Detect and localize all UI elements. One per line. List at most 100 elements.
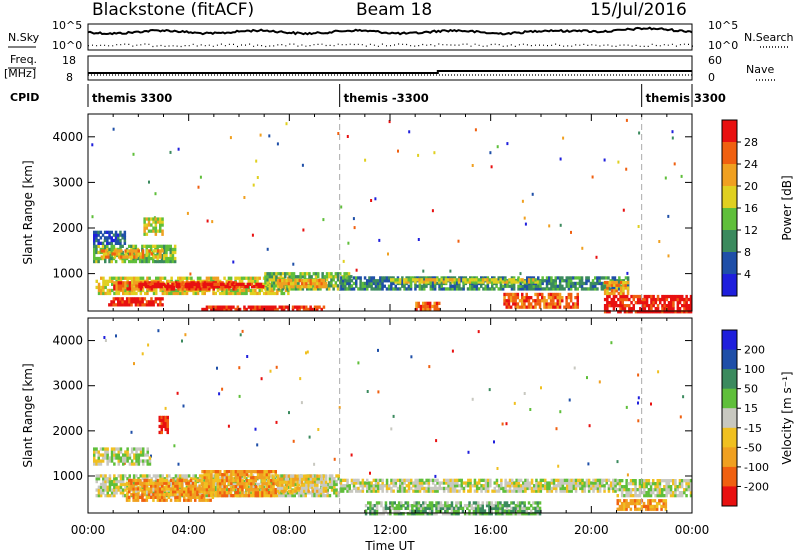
range-cell <box>514 506 518 510</box>
range-cell <box>141 474 145 478</box>
range-cell <box>119 477 123 481</box>
range-cell <box>326 485 329 489</box>
range-cell <box>297 477 301 481</box>
range-cell <box>503 512 507 516</box>
range-cell <box>185 490 188 494</box>
range-cell <box>307 278 310 283</box>
range-cell <box>234 470 238 474</box>
range-cell <box>606 307 609 311</box>
range-cell <box>158 415 161 420</box>
range-cell <box>255 285 258 289</box>
range-cell <box>146 462 149 466</box>
range-cell <box>178 481 182 485</box>
range-cell <box>185 477 189 481</box>
range-cell <box>581 478 584 482</box>
range-cell <box>643 307 647 311</box>
range-cell <box>378 501 381 505</box>
range-cell <box>387 276 391 280</box>
range-cell <box>449 278 452 282</box>
range-cell <box>229 485 233 489</box>
range-cell <box>681 304 684 308</box>
range-cell <box>130 288 134 293</box>
range-cell <box>508 280 511 284</box>
range-cell <box>346 484 349 488</box>
range-cell <box>618 287 621 291</box>
range-cell <box>448 506 451 510</box>
range-cell <box>385 489 389 493</box>
range-cell <box>636 301 640 305</box>
range-cell <box>199 287 202 291</box>
range-cell <box>428 301 432 305</box>
range-cell <box>196 478 199 483</box>
range-cell <box>447 276 450 280</box>
range-cell <box>275 272 278 276</box>
range-cell <box>385 486 389 491</box>
range-cell <box>130 481 133 485</box>
range-cell <box>251 276 255 280</box>
range-cell <box>122 291 125 296</box>
range-cell <box>183 276 187 280</box>
range-cell <box>241 488 244 492</box>
range-cell <box>641 297 644 302</box>
range-cell <box>199 279 202 283</box>
range-cell <box>656 491 659 495</box>
range-cell <box>503 296 506 300</box>
range-cell <box>236 485 239 489</box>
range-cell <box>426 307 430 312</box>
range-cell <box>174 498 177 502</box>
range-cell <box>350 275 353 279</box>
range-cell <box>132 259 135 264</box>
range-cell <box>318 285 321 289</box>
range-cell <box>524 489 527 493</box>
range-cell <box>124 453 127 457</box>
range-cell <box>182 285 185 289</box>
range-cell <box>286 491 290 495</box>
range-cell <box>126 287 129 291</box>
range-cell <box>115 284 118 288</box>
range-cell <box>612 294 616 299</box>
range-cell <box>585 478 589 482</box>
range-cell <box>225 305 228 309</box>
range-cell <box>649 491 653 495</box>
range-cell <box>369 504 372 508</box>
range-cell <box>141 259 144 264</box>
range-cell <box>659 297 662 302</box>
range-cell <box>585 484 589 488</box>
range-cell <box>119 485 123 489</box>
range-cell <box>563 478 567 482</box>
range-cell <box>430 509 434 513</box>
range-cell <box>273 275 276 279</box>
range-cell <box>139 276 143 280</box>
range-cell <box>218 307 222 312</box>
range-cell <box>567 281 571 286</box>
range-cell <box>451 280 454 284</box>
range-cell <box>512 284 516 288</box>
range-cell <box>252 479 255 483</box>
range-cell <box>431 489 435 493</box>
range-cell <box>317 287 320 291</box>
range-cell <box>108 291 112 296</box>
range-cell <box>150 287 154 291</box>
range-cell <box>166 287 169 291</box>
range-cell <box>489 478 492 482</box>
range-cell <box>104 259 107 264</box>
range-cell <box>152 303 155 307</box>
range-cell <box>626 284 630 288</box>
scatter-point <box>338 406 341 410</box>
range-cell <box>614 294 618 299</box>
range-cell <box>667 304 671 308</box>
range-cell <box>469 486 472 491</box>
range-cell <box>163 485 167 489</box>
range-cell <box>122 287 125 291</box>
range-cell <box>191 484 195 488</box>
range-cell <box>128 453 132 457</box>
range-cell <box>128 477 131 481</box>
range-cell <box>161 492 164 497</box>
scatter-point <box>595 255 598 259</box>
range-cell <box>484 478 488 482</box>
range-cell <box>239 479 242 483</box>
range-cell <box>652 310 655 314</box>
range-cell <box>379 284 382 288</box>
range-cell <box>610 289 614 293</box>
range-cell <box>355 489 358 493</box>
